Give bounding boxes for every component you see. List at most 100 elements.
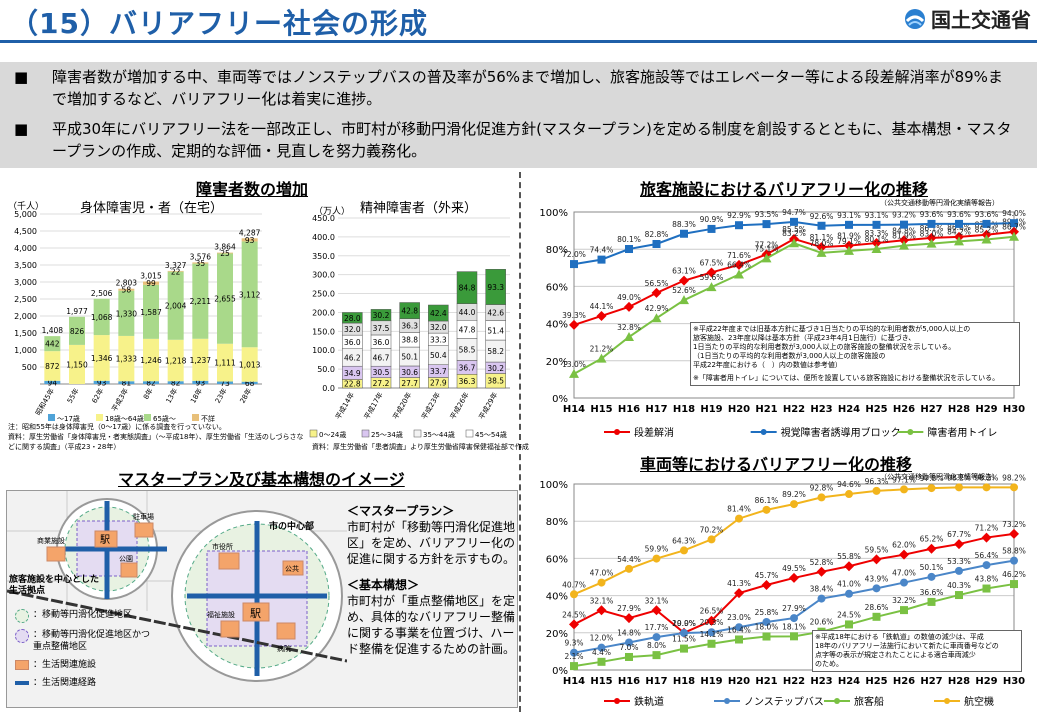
bar-data-label: 2,004: [165, 302, 187, 311]
x-tick-label: H30: [1003, 676, 1025, 687]
data-point: [845, 490, 853, 499]
data-label: 20.3%: [700, 618, 724, 627]
plan-text: ＜マスタープラン＞ 市町村が「移動等円滑化促進地区」を定め、バリアフリー化の促進…: [347, 503, 515, 657]
data-point: [625, 564, 633, 573]
data-label: 12.0%: [590, 634, 614, 643]
data-point: [734, 269, 744, 279]
data-label: 45.7%: [755, 571, 779, 580]
bar-total-label: 3,327: [165, 261, 187, 270]
masterplan-title: ＜マスタープラン＞: [347, 504, 455, 518]
bar-data-label: 22.8: [344, 380, 361, 389]
bar-segment: [93, 298, 110, 336]
facility-note-5: 平成22年度における（ ）内の数値は参考値）: [693, 361, 842, 369]
y-tick-label: 400.0: [312, 233, 335, 242]
legend-promotion: ：移動等円滑化促進地区: [33, 610, 133, 620]
vehicle-chart: 100% 80% 60% 40% 20% 0%H14 H15 H16 H17 H18 H19 H20 H…: [539, 474, 1026, 708]
bar-data-label: 1,330: [116, 309, 138, 318]
data-label: 50.1%: [920, 563, 944, 572]
bar-segment: [44, 380, 61, 384]
data-point: [597, 643, 606, 652]
data-point: [596, 605, 607, 616]
data-point: [955, 219, 963, 228]
bullet-marker: ■: [14, 120, 29, 138]
bar-data-label: 30.6: [401, 368, 418, 377]
y-tick-label: 200.0: [312, 308, 335, 317]
facility-source: （公共交通移動等円滑化実績等報告）: [880, 199, 999, 207]
bar-data-label: 826: [70, 327, 85, 336]
x-tick-label: 18年: [188, 387, 204, 405]
bar-data-label: 36.0: [373, 338, 390, 347]
data-label: 82.8%: [645, 230, 669, 239]
data-label: 53.3%: [947, 557, 971, 566]
data-point: [597, 255, 606, 264]
x-tick-label: H19: [700, 404, 722, 415]
x-tick-label: H24: [838, 404, 860, 415]
data-label: 54.4%: [617, 555, 641, 564]
public-box: [282, 560, 304, 576]
x-tick-label: 28年: [238, 387, 254, 405]
data-point: [707, 628, 716, 637]
hospital-label: 病院: [277, 644, 291, 653]
park-label: 公園: [119, 555, 133, 563]
data-point: [845, 220, 853, 229]
data-label: 98.2%: [947, 474, 971, 482]
facility-chart: 100% 80% 60% 40% 20% 0%H14 H15 H16 H17 H18 H19 H20 H…: [539, 208, 1026, 439]
x-tick-label: H25: [865, 404, 887, 415]
mlit-emblem-icon: [905, 8, 925, 29]
data-label: 67.5%: [700, 258, 724, 267]
bar-total-label: 4,287: [239, 228, 261, 237]
y-tick-label: 1,500: [14, 329, 37, 338]
data-label: 93.2%: [892, 211, 916, 220]
data-label: 17.7%: [645, 623, 669, 632]
data-point: [707, 639, 716, 648]
data-point: [652, 239, 661, 248]
legend-priority: ：移動等円滑化促進地区かつ重点整備地区: [33, 630, 151, 652]
vehicle-note-2: 18年のバリアフリー法施行において新たに車両番号などの: [815, 642, 999, 650]
bar-data-label: 442: [45, 340, 60, 349]
data-label: 94.0%: [1002, 209, 1026, 218]
bar-data-label: 51.4: [487, 326, 504, 335]
hospital-box: [276, 622, 296, 640]
legend-swatch: [413, 429, 422, 438]
data-label: 24.5%: [837, 610, 861, 619]
data-point: [790, 500, 798, 509]
data-point: [981, 532, 992, 543]
data-label: 25.8%: [755, 608, 779, 617]
bar-data-label: 2,211: [190, 297, 212, 306]
data-point: [679, 275, 689, 286]
x-tick-label: H16: [618, 676, 640, 687]
bar-segment: [69, 316, 85, 345]
data-label: 85.5%: [782, 225, 806, 234]
x-tick-label: H18: [673, 404, 695, 415]
bar-data-label: 27.7: [401, 379, 418, 388]
data-label: 43.9%: [865, 574, 889, 583]
shop-box: [46, 546, 66, 562]
legend-marker: [760, 429, 767, 435]
data-label: 96.3%: [865, 477, 889, 486]
x-tick-label: 昭和45年: [33, 387, 56, 417]
data-point: [735, 623, 743, 632]
title-rule: [0, 40, 1037, 43]
data-label: 36.6%: [920, 588, 944, 597]
data-point: [570, 662, 578, 671]
bar-data-label: 47.8: [459, 325, 476, 334]
x-tick-label: H24: [838, 676, 860, 687]
y-tick-label: 0%: [552, 666, 568, 677]
legend-label: 障害者用トイレ: [927, 426, 997, 439]
data-label: 73.2%: [1002, 520, 1026, 529]
data-label: 93.6%: [920, 210, 944, 219]
plan-section-title: マスタープラン及び基本構想のイメージ: [118, 470, 405, 489]
x-tick-label: H22: [783, 676, 805, 687]
bar-segment: [93, 380, 110, 384]
y-tick-label: 0%: [552, 394, 568, 405]
bar-data-label: 3,112: [239, 290, 261, 299]
data-label: 58.8%: [1002, 547, 1026, 556]
y-tick-label: 100.0: [312, 346, 335, 355]
data-label: 86.1%: [920, 224, 944, 233]
data-label: 32.2%: [892, 596, 916, 605]
legend-label: 不詳: [201, 414, 215, 423]
data-point: [762, 505, 771, 514]
legend-swatch: [361, 429, 370, 438]
data-label: 93.1%: [865, 211, 889, 220]
data-point: [762, 632, 771, 641]
